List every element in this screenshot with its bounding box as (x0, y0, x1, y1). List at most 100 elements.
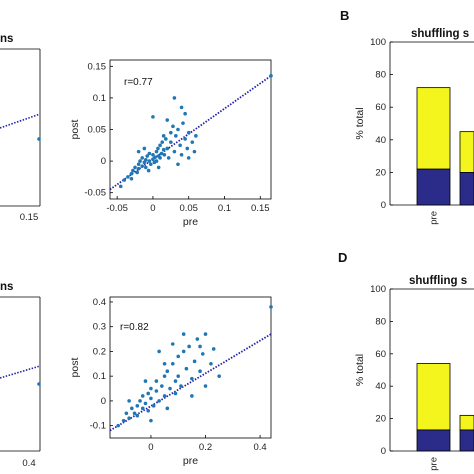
data-point (146, 408, 151, 413)
data-point (129, 171, 134, 176)
data-point (174, 134, 178, 138)
left-top-title: ns (0, 33, 13, 45)
data-point (192, 149, 197, 154)
data-point (176, 162, 180, 167)
y-tick-label: 0 (381, 200, 386, 211)
data-point (126, 175, 130, 179)
data-point (136, 162, 141, 167)
data-point (138, 159, 142, 163)
data-point (178, 143, 182, 148)
x-tick-label: -0.05 (106, 203, 128, 214)
data-point (140, 156, 144, 160)
data-point (135, 404, 140, 408)
plot-frame (109, 296, 272, 439)
data-point (157, 349, 161, 354)
left-cropped-panel-top: ns 0.15 (0, 33, 41, 223)
data-point (143, 401, 148, 406)
data-point (118, 184, 123, 189)
chart-title: shuffling s (409, 275, 467, 287)
data-point (143, 165, 148, 170)
data-point (165, 406, 170, 411)
panel-letter-d: D (338, 250, 347, 265)
data-point (142, 146, 147, 151)
bar-segment-top (459, 414, 474, 431)
y-tick-label: 0 (101, 396, 106, 407)
data-point (143, 158, 148, 162)
bar-segment-top (459, 131, 474, 173)
data-point (149, 418, 153, 423)
data-point (154, 149, 159, 154)
data-point (147, 151, 152, 156)
data-point (136, 166, 141, 171)
correlation-label: r=0.77 (124, 77, 153, 88)
left-cropped-panel-bottom: ns 0.4 (0, 281, 41, 469)
bar-segment-bottom (459, 429, 474, 452)
data-point (269, 73, 273, 78)
data-point (124, 411, 129, 416)
fit-line (0, 365, 41, 379)
data-point (130, 406, 134, 411)
data-point (176, 127, 180, 132)
data-point (135, 413, 140, 418)
data-point (176, 374, 181, 378)
x-tick-label: 0.4 (22, 458, 35, 469)
x-tick-label: 0.1 (218, 203, 231, 214)
data-point (147, 159, 152, 163)
x-tick-label: 0 (150, 203, 155, 214)
correlation-label: r=0.82 (120, 322, 149, 333)
y-tick-label: -0.1 (90, 421, 106, 432)
data-point (37, 137, 41, 141)
data-point (203, 332, 208, 336)
data-point (149, 386, 153, 391)
data-point (183, 111, 187, 116)
data-point (121, 418, 126, 423)
y-tick-label: 80 (375, 70, 386, 81)
data-point (184, 366, 189, 371)
data-point (138, 399, 142, 403)
data-point (209, 361, 213, 366)
data-point (187, 344, 191, 349)
x-axis-label: pre (183, 455, 198, 467)
x-tick-label: 0.05 (179, 203, 198, 214)
bar-segment-bottom (459, 171, 474, 206)
panel-letter-b: B (340, 8, 349, 23)
regression-line (109, 333, 272, 432)
fit-line (0, 113, 41, 129)
data-point (200, 352, 205, 356)
data-point (162, 152, 167, 157)
data-point (185, 146, 190, 151)
data-point (217, 374, 221, 378)
data-point (127, 399, 131, 403)
data-point (169, 130, 173, 135)
data-point (190, 140, 195, 144)
data-point (179, 152, 184, 157)
y-tick-label: 0.05 (88, 125, 107, 136)
bar-chart-b: 0 20 40 60 80 100 % total shuffling s pre (354, 28, 474, 225)
y-axis-label: post (69, 358, 81, 378)
data-point (129, 176, 134, 181)
left-bottom-title: ns (0, 281, 13, 293)
data-point (194, 134, 198, 138)
bar-chart-d: 0 20 40 60 80 100 % total shuffling s pre (354, 275, 474, 471)
data-point (172, 149, 177, 154)
data-point (203, 384, 208, 388)
data-point (183, 137, 187, 141)
x-tick-label: 0.4 (253, 442, 266, 453)
chart-title: shuffling s (411, 28, 469, 40)
data-point (131, 168, 135, 173)
data-point (162, 361, 167, 366)
data-point (156, 165, 161, 170)
data-point (170, 361, 175, 366)
data-point (171, 124, 175, 129)
data-point (198, 369, 202, 374)
data-point (168, 386, 172, 391)
data-point (172, 96, 177, 100)
data-point (190, 376, 194, 381)
data-point (165, 118, 170, 122)
y-tick-label: 40 (375, 135, 386, 146)
data-point (135, 170, 139, 175)
data-point (161, 147, 166, 152)
data-point (161, 134, 166, 138)
data-point (154, 389, 159, 393)
data-point (158, 156, 162, 160)
